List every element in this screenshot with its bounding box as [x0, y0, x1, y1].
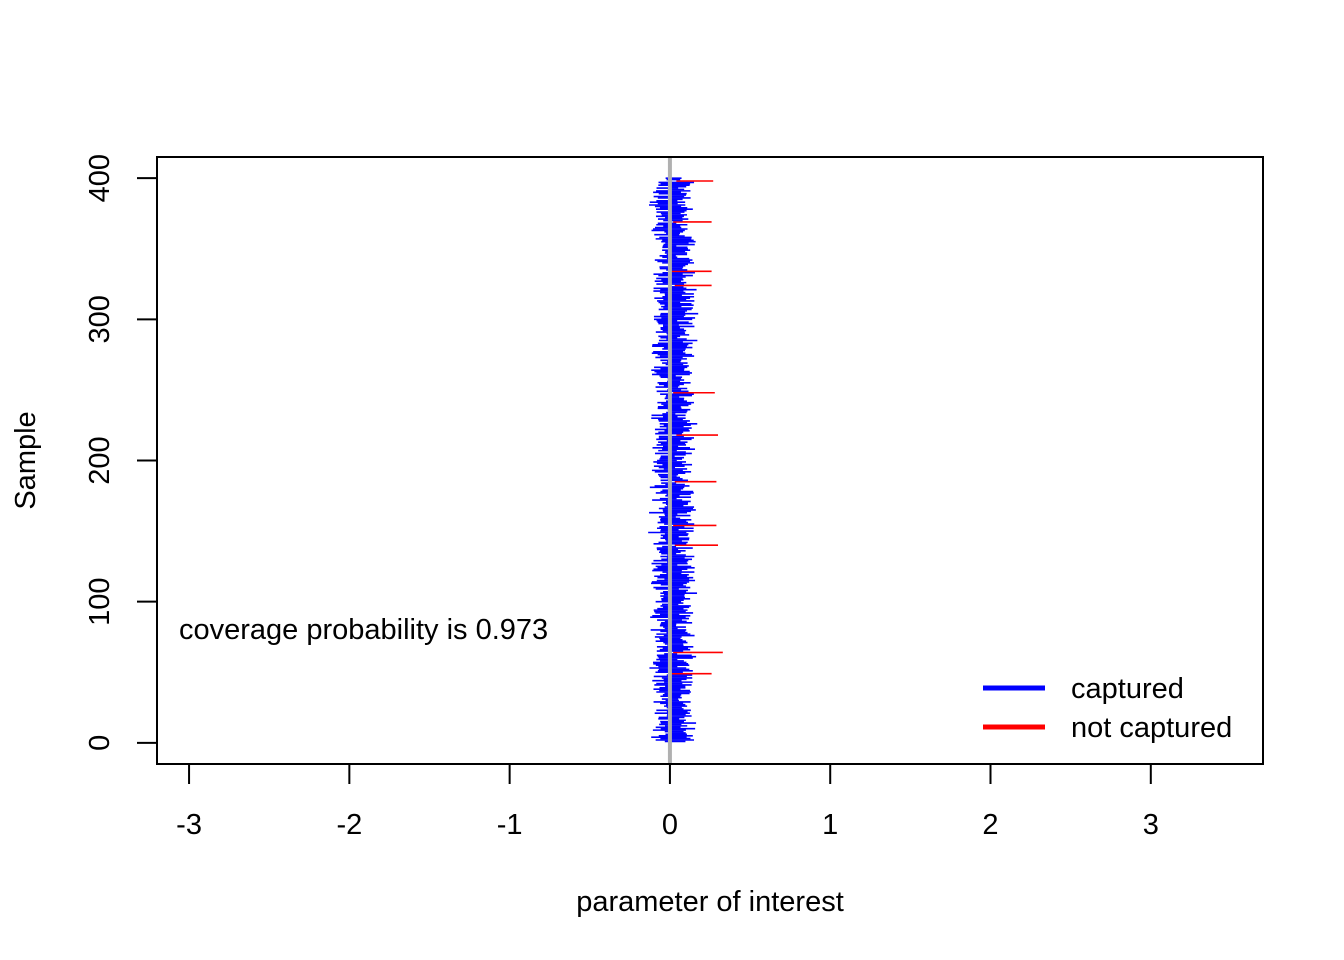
x-axis-title: parameter of interest [576, 886, 844, 918]
x-tick-label: -1 [497, 809, 523, 841]
y-tick-label: 0 [84, 735, 116, 751]
y-tick-label: 400 [84, 154, 116, 202]
intervals-layer [648, 177, 723, 743]
x-tick-label: 3 [1143, 809, 1159, 841]
y-tick-label: 100 [84, 577, 116, 625]
legend: captured not captured [983, 673, 1232, 744]
x-tick-label: 2 [982, 809, 998, 841]
legend-label-not-captured: not captured [1071, 712, 1232, 744]
y-axis-title: Sample [10, 411, 42, 509]
y-tick-label: 300 [84, 295, 116, 343]
x-tick-label: -2 [336, 809, 362, 841]
x-tick-label: 1 [822, 809, 838, 841]
x-tick-label: -3 [176, 809, 202, 841]
axes-layer: -3 -2 -1 0 1 2 3 0 100 200 300 400 [84, 154, 1159, 841]
legend-label-captured: captured [1071, 673, 1184, 705]
coverage-annotation: coverage probability is 0.973 [179, 614, 548, 646]
x-tick-label: 0 [662, 809, 678, 841]
y-tick-label: 200 [84, 436, 116, 484]
plot-frame [156, 156, 1264, 765]
